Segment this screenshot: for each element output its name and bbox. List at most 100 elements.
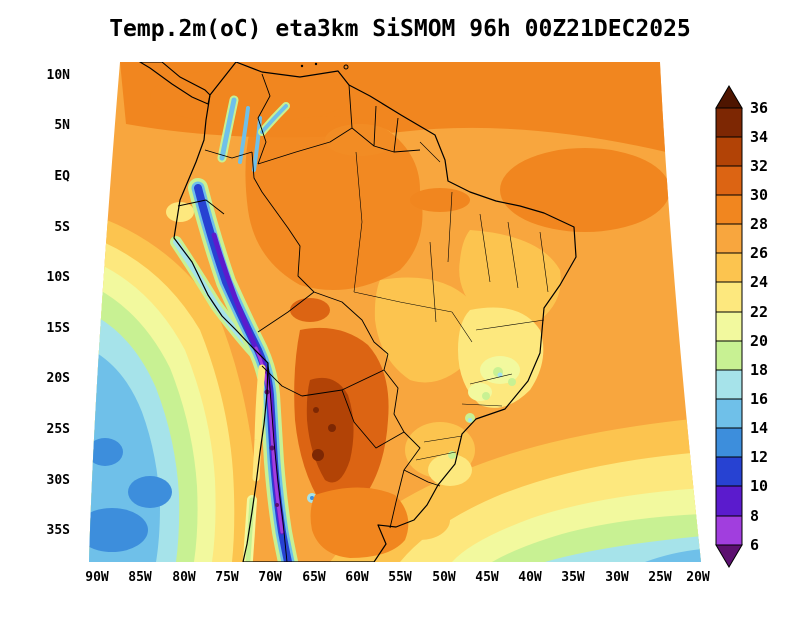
lon-label-25w: 25W xyxy=(648,570,672,585)
colorbar-band-24 xyxy=(715,252,743,283)
lon-label-85w: 85W xyxy=(128,570,152,585)
colorbar-band-10 xyxy=(715,456,743,487)
lat-label-35s: 35S xyxy=(47,523,71,538)
lat-label-10s: 10S xyxy=(47,270,71,285)
lat-axis: 10N 5N EQ 5S 10S 15S 20S 25S 30S 35S xyxy=(47,68,71,538)
country-borders xyxy=(177,73,441,562)
temp-region-28-amazon xyxy=(245,116,423,290)
colorbar-band-18 xyxy=(715,340,743,371)
temp-region-34-speck-a xyxy=(312,449,324,461)
lon-label-60w: 60W xyxy=(345,570,369,585)
temp-region-24-cerrado xyxy=(374,277,480,383)
lon-label-50w: 50W xyxy=(432,570,456,585)
colorbar-band-12 xyxy=(715,427,743,458)
temp-region-12-pac-c xyxy=(89,438,123,466)
temp-region-14-merida xyxy=(260,104,288,134)
colorbar-band-34 xyxy=(715,107,743,138)
temp-region-12-cordoba xyxy=(310,496,314,500)
temp-region-28-amazon-mouth xyxy=(410,188,470,212)
island-galapagos-a xyxy=(96,178,100,182)
colorbar-label-16: 16 xyxy=(750,390,768,408)
lat-label-5n: 5N xyxy=(54,118,70,133)
colorbar-band-32 xyxy=(715,136,743,167)
lat-label-25s: 25S xyxy=(47,422,71,437)
temp-region-22-atacama-coast xyxy=(252,364,266,482)
temp-region-12-pac-a xyxy=(89,508,148,552)
lat-label-10n: 10N xyxy=(47,68,71,83)
lon-label-75w: 75W xyxy=(215,570,239,585)
lat-label-30s: 30S xyxy=(47,473,71,488)
temp-region-28-caribbean xyxy=(150,68,350,124)
colorbar-band-lt6 xyxy=(715,544,743,568)
colorbar-label-14: 14 xyxy=(750,419,768,437)
colorbar-band-20 xyxy=(715,311,743,342)
temp-region-18-speck-b xyxy=(508,378,516,386)
island-galapagos-b xyxy=(104,182,108,186)
temp-region-34-speck-b xyxy=(328,424,336,432)
temp-region-22-ecuador-coast xyxy=(166,202,194,222)
page-title: Temp.2m(oC) eta3km SiSMOM 96h 00Z21DEC20… xyxy=(109,16,691,42)
temp-region-16-speck-b xyxy=(468,418,472,422)
temp-region-14-satl xyxy=(645,549,701,562)
temp-region-18-speck-c xyxy=(482,392,490,400)
temp-region-28-pampas xyxy=(310,487,409,558)
colorbar-label-30: 30 xyxy=(750,186,768,204)
lat-label-15s: 15S xyxy=(47,321,71,336)
lat-label-eq: EQ xyxy=(54,169,70,184)
lon-label-45w: 45W xyxy=(475,570,499,585)
state-borders xyxy=(353,141,549,461)
coastline-south-america xyxy=(173,62,577,562)
lon-label-55w: 55W xyxy=(388,570,412,585)
colorbar-band-14 xyxy=(715,398,743,429)
temp-region-18-chile-coast xyxy=(245,497,255,562)
coastline-panama-isthmus xyxy=(138,62,211,105)
temperature-field xyxy=(89,62,701,562)
colorbar-label-6: 6 xyxy=(750,536,759,554)
colorbar-band-30 xyxy=(715,165,743,196)
colorbar-label-22: 22 xyxy=(750,303,768,321)
colorbar-band-22 xyxy=(715,281,743,313)
colorbar-band-gt36 xyxy=(715,85,743,109)
colorbar-label-8: 8 xyxy=(750,507,759,525)
lat-label-5s: 5S xyxy=(54,220,70,235)
lon-axis: 90W 85W 80W 75W 70W 65W 60W 55W 50W 45W … xyxy=(85,570,710,585)
colorbar: 36 34 32 30 28 26 24 22 20 18 16 14 12 1… xyxy=(715,85,768,568)
island-bonaire xyxy=(314,62,318,66)
colorbar-label-36: 36 xyxy=(750,99,768,117)
temp-region-14-colombia-w xyxy=(219,97,237,161)
lon-label-20w: 20W xyxy=(686,570,710,585)
temp-region-30-beni xyxy=(290,298,330,322)
temp-region-lt6-speck-c xyxy=(269,445,275,451)
temp-region-16-speck-a xyxy=(497,372,503,378)
lon-label-90w: 90W xyxy=(85,570,109,585)
colorbar-band-26 xyxy=(715,223,743,254)
colorbar-band-16 xyxy=(715,369,743,400)
island-trinidad xyxy=(343,64,349,70)
temp-region-28-atlantic xyxy=(500,148,670,232)
colorbar-label-10: 10 xyxy=(750,477,768,495)
lon-label-30w: 30W xyxy=(605,570,629,585)
lon-label-65w: 65W xyxy=(302,570,326,585)
island-curacao xyxy=(300,64,304,68)
temp-region-16-satl xyxy=(545,536,701,562)
colorbar-label-28: 28 xyxy=(750,215,768,233)
lon-label-40w: 40W xyxy=(518,570,542,585)
lon-label-35w: 35W xyxy=(561,570,585,585)
lat-label-20s: 20S xyxy=(47,371,71,386)
temp-region-34-speck-c xyxy=(313,407,319,413)
colorbar-label-20: 20 xyxy=(750,332,768,350)
colorbar-label-32: 32 xyxy=(750,157,768,175)
temp-region-12-pac-b xyxy=(128,476,172,508)
colorbar-label-12: 12 xyxy=(750,448,768,466)
colorbar-band-6 xyxy=(715,515,743,546)
colorbar-label-18: 18 xyxy=(750,361,768,379)
colorbar-label-34: 34 xyxy=(750,128,768,146)
temp-region-lt6-speck-d xyxy=(275,503,279,507)
colorbar-band-8 xyxy=(715,485,743,517)
colorbar-label-24: 24 xyxy=(750,273,768,291)
temp-region-24-ne-brazil xyxy=(459,230,561,324)
lon-label-80w: 80W xyxy=(172,570,196,585)
lon-label-70w: 70W xyxy=(258,570,282,585)
